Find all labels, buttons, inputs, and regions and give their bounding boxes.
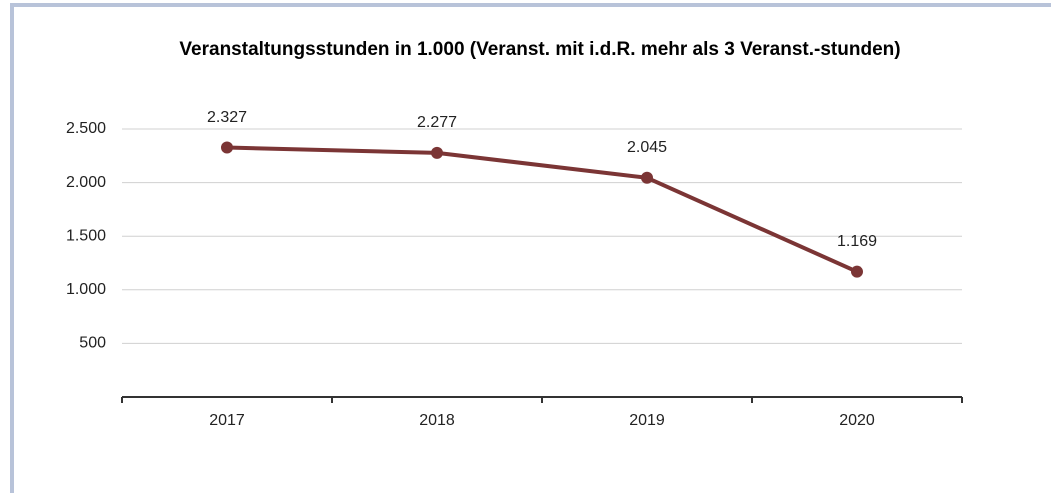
data-label: 2.327: [207, 109, 247, 126]
line: [226, 145, 858, 274]
x-tick-label: 2017: [209, 412, 245, 429]
data-label: 2.277: [417, 114, 457, 131]
y-tick-label: 500: [79, 335, 106, 352]
chart-title: Veranstaltungsstunden in 1.000 (Veranst.…: [179, 39, 901, 60]
frame: [10, 3, 1051, 493]
y-tick-label: 1.500: [66, 227, 106, 244]
x-tick-label: 2019: [629, 412, 665, 429]
y-tick-label: 2.000: [66, 174, 106, 191]
y-tick-label: 2.500: [66, 120, 106, 137]
marker: [431, 146, 443, 159]
marker: [221, 141, 233, 154]
data-label: 2.045: [627, 139, 667, 156]
marker: [851, 265, 863, 278]
x-tick-label: 2020: [839, 412, 875, 429]
data-label: 1.169: [837, 233, 877, 250]
y-tick-label: 1.000: [66, 281, 106, 298]
marker: [641, 171, 653, 184]
x-tick-label: 2018: [419, 412, 455, 429]
